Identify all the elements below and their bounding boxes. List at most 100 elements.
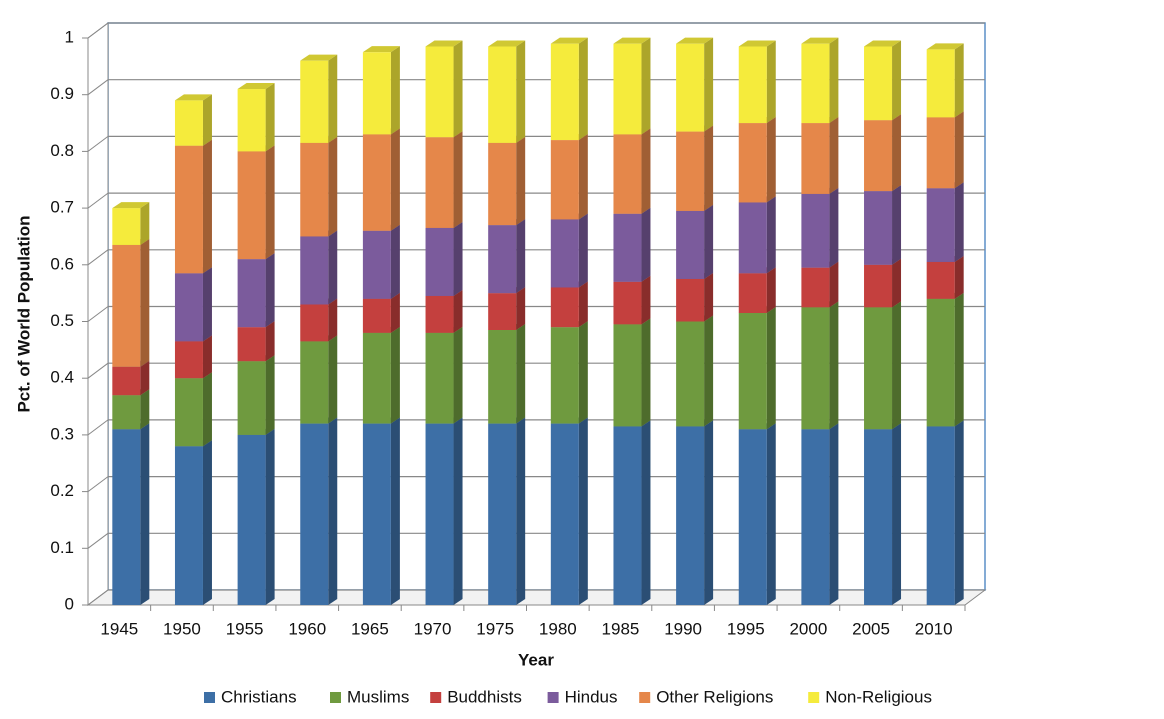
bar-segment [926,117,955,189]
grid-line [87,249,109,266]
bar-side [202,94,212,146]
legend-swatch [639,692,651,703]
bar-segment [550,423,579,605]
bar-segment [613,426,642,605]
y-tick-label: 1 [65,27,74,46]
bar-side [892,423,902,605]
bar-side [328,335,338,424]
bar-side [265,145,275,260]
bar-side [328,417,338,605]
bar-top [864,40,902,47]
bar-side [578,213,588,288]
bar-side [140,238,150,367]
legend-label: Hindus [565,687,618,706]
bar-side [766,306,776,430]
bar-top [237,83,275,90]
grid-line [87,79,109,96]
grid-line [87,419,109,436]
bar-top [801,37,839,44]
bar-top [738,40,776,47]
floor [86,589,987,606]
bar-top [613,37,651,44]
bar-segment [738,273,767,313]
bar-segment [926,298,955,427]
bar-segment [676,321,705,427]
bar-side [140,423,150,605]
bar-side [641,318,651,427]
grid-line [87,362,109,379]
bar-segment [237,259,266,328]
bar-segment [926,49,955,118]
bar-segment [112,429,141,605]
bar-segment [300,236,329,305]
x-tick-label: 1960 [288,619,326,638]
bar-segment [362,332,391,424]
bar-side [453,326,463,424]
bar-side [578,321,588,424]
bar-segment [174,273,203,342]
bar-side [954,111,964,189]
bar-side [892,258,902,308]
bar-side [892,301,902,430]
bar-side [704,37,714,132]
bar-side [704,204,714,279]
bar-side [641,37,651,135]
bar-segment [864,264,893,308]
bar-side [578,134,588,220]
y-tick-label: 0 [65,594,74,613]
bar-top [300,54,338,61]
legend-swatch [430,692,442,703]
bar-segment [738,46,767,124]
bar-segment [362,298,391,333]
bar-segment [174,100,203,146]
bar-side [516,287,526,331]
bar-segment [488,225,517,294]
y-tick-label: 0.9 [50,84,74,103]
bar-segment [362,134,391,231]
bar-top [362,46,400,53]
x-tick-label: 1975 [476,619,514,638]
bar-side [516,40,526,143]
bar-segment [425,332,454,424]
bar-segment [613,281,642,325]
bar-side [641,275,651,325]
bar-segment [362,423,391,605]
x-tick-label: 1970 [414,619,452,638]
bar-segment [613,213,642,282]
grid-line [87,306,109,322]
bar-segment [174,378,203,447]
bar-side [390,292,400,333]
bar-side [390,326,400,424]
bar-segment [112,366,141,396]
bar-segment [926,188,955,262]
grid-line [87,192,109,209]
bar-segment [237,361,266,435]
bar-segment [676,43,705,132]
bar-side [954,420,964,605]
x-tick-label: 1990 [664,619,702,638]
bar-side [766,40,776,124]
bar-side [265,83,275,152]
bar-segment [738,312,767,430]
bar-side [829,423,839,605]
legend-label: Non-Religious [825,687,932,706]
grid-line [87,22,109,39]
bar-segment [174,446,203,605]
bar-side [265,355,275,435]
bar-segment [237,151,266,260]
bar-segment [425,227,454,296]
x-tick-label: 2000 [789,619,827,638]
y-tick-label: 0.2 [50,481,74,500]
bar-side [892,114,902,192]
bar-top [425,40,463,47]
y-tick-label: 0.6 [50,254,74,273]
bar-side [202,372,212,447]
x-tick-label: 1950 [163,619,201,638]
bar-segment [676,210,705,279]
bar-segment [676,131,705,211]
bar-side [453,289,463,333]
bar-segment [550,287,579,328]
bar-segment [174,341,203,379]
bar-segment [237,89,266,152]
